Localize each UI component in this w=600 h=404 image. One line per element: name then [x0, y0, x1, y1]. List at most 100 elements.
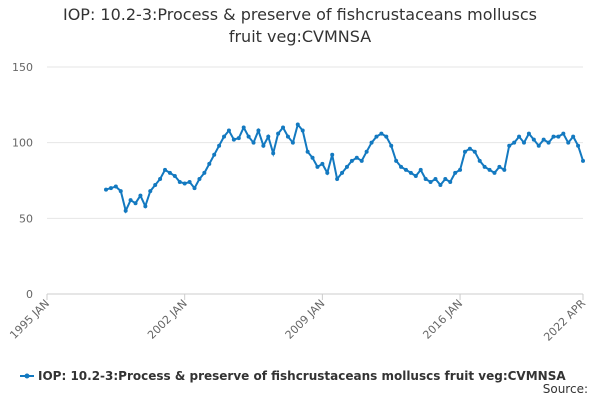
point	[526, 131, 531, 136]
point	[261, 143, 266, 148]
point	[561, 131, 566, 136]
point	[462, 149, 467, 154]
point	[182, 181, 187, 186]
point	[320, 161, 325, 166]
x-tick-label: 2002 JAN	[145, 297, 190, 342]
point	[172, 173, 177, 178]
point	[217, 143, 222, 148]
point	[394, 158, 399, 163]
point	[118, 189, 123, 194]
point	[467, 146, 472, 151]
point	[285, 134, 290, 139]
point	[413, 173, 418, 178]
legend-label: IOP: 10.2-3:Process & preserve of fishcr…	[38, 369, 566, 383]
point	[226, 128, 231, 133]
point	[133, 201, 138, 206]
point	[310, 155, 315, 160]
point	[359, 158, 364, 163]
point	[143, 204, 148, 209]
point	[354, 155, 359, 160]
point	[458, 167, 463, 172]
point	[408, 170, 413, 175]
point	[418, 167, 423, 172]
point	[521, 140, 526, 145]
point	[497, 164, 502, 169]
point	[482, 164, 487, 169]
point	[399, 164, 404, 169]
point	[271, 151, 276, 156]
y-tick-label: 0	[26, 288, 33, 301]
point	[576, 143, 581, 148]
point	[551, 134, 556, 139]
point	[108, 186, 113, 191]
point	[251, 140, 256, 145]
point	[438, 183, 443, 188]
point	[335, 176, 340, 181]
point	[349, 158, 354, 163]
point	[507, 143, 512, 148]
x-tick-label: 2016 JAN	[420, 297, 465, 342]
point	[138, 193, 143, 198]
point	[192, 186, 197, 191]
point	[266, 134, 271, 139]
point	[231, 137, 236, 142]
point	[325, 170, 330, 175]
point	[246, 134, 251, 139]
point	[276, 131, 281, 136]
point	[531, 137, 536, 142]
legend-marker	[24, 373, 30, 379]
point	[177, 180, 182, 185]
x-tick-label: 2022 APR	[541, 297, 588, 344]
point	[443, 176, 448, 181]
point	[104, 187, 109, 192]
y-tick-label: 150	[12, 61, 33, 74]
point	[344, 164, 349, 169]
source: Source:	[543, 382, 588, 396]
point	[212, 152, 217, 157]
point	[281, 125, 286, 130]
point	[571, 134, 576, 139]
point	[448, 180, 453, 185]
point	[453, 170, 458, 175]
point	[546, 140, 551, 145]
point	[340, 170, 345, 175]
point	[472, 149, 477, 154]
point	[536, 143, 541, 148]
point	[197, 176, 202, 181]
chart-title: IOP: 10.2-3:Process & preserve of fishcr…	[63, 5, 537, 46]
point	[379, 131, 384, 136]
point	[305, 149, 310, 154]
point	[502, 167, 507, 172]
point	[222, 134, 227, 139]
x-tick-label: 2009 JAN	[283, 297, 328, 342]
point	[512, 140, 517, 145]
point	[163, 167, 168, 172]
point	[330, 152, 335, 157]
point	[300, 128, 305, 133]
point	[487, 167, 492, 172]
point	[403, 167, 408, 172]
point	[148, 189, 153, 194]
point	[207, 161, 212, 166]
point	[517, 134, 522, 139]
y-tick-label: 50	[19, 212, 33, 225]
point	[187, 180, 192, 185]
point	[477, 158, 482, 163]
point	[384, 134, 389, 139]
point	[202, 170, 207, 175]
point	[581, 158, 585, 163]
point	[295, 122, 300, 127]
point	[364, 149, 369, 154]
point	[167, 170, 172, 175]
point	[541, 137, 546, 142]
point	[566, 140, 571, 145]
series-line	[105, 122, 584, 214]
point	[428, 180, 433, 185]
point	[290, 140, 295, 145]
point	[423, 176, 428, 181]
point	[256, 128, 261, 133]
point	[389, 143, 394, 148]
point	[374, 134, 379, 139]
point	[433, 176, 438, 181]
point	[128, 198, 133, 203]
